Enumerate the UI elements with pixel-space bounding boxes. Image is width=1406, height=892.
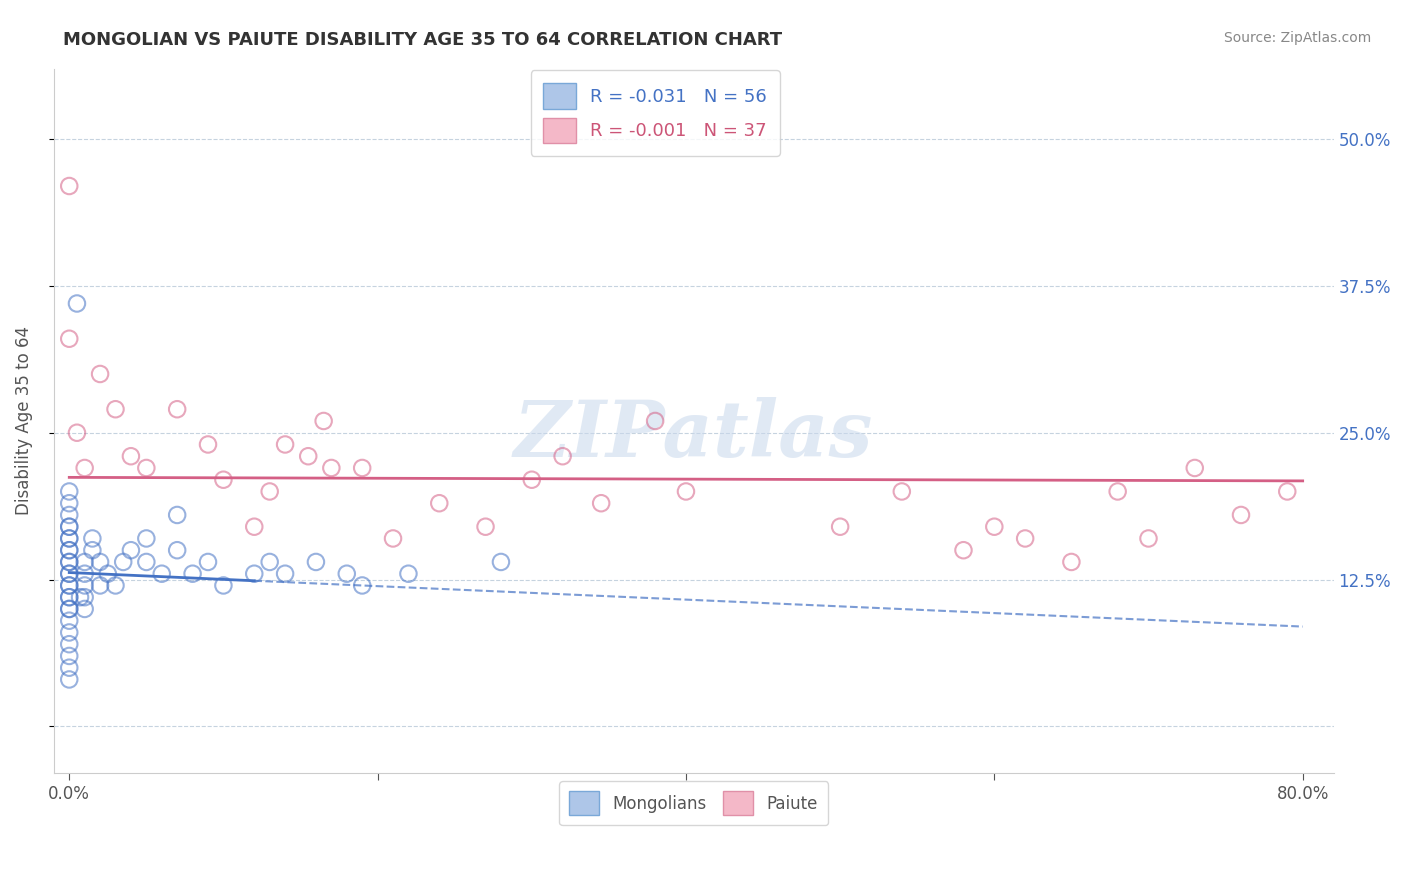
Point xyxy=(58,496,80,510)
Point xyxy=(58,591,80,605)
Point xyxy=(274,437,297,451)
Point xyxy=(58,543,80,558)
Point xyxy=(336,566,359,581)
Point xyxy=(243,519,266,533)
Point xyxy=(212,578,235,592)
Point xyxy=(58,591,80,605)
Point xyxy=(89,367,111,381)
Point xyxy=(1184,461,1206,475)
Point xyxy=(58,602,80,616)
Text: Source: ZipAtlas.com: Source: ZipAtlas.com xyxy=(1223,31,1371,45)
Point xyxy=(82,543,104,558)
Point xyxy=(73,578,96,592)
Point xyxy=(69,591,91,605)
Point xyxy=(297,449,319,463)
Point xyxy=(259,555,281,569)
Point xyxy=(58,578,80,592)
Point xyxy=(58,637,80,651)
Point xyxy=(197,437,219,451)
Point xyxy=(1230,508,1253,522)
Point xyxy=(73,591,96,605)
Point xyxy=(1107,484,1129,499)
Point xyxy=(58,566,80,581)
Point xyxy=(983,519,1005,533)
Point xyxy=(1277,484,1299,499)
Point xyxy=(89,555,111,569)
Point xyxy=(73,602,96,616)
Point xyxy=(58,543,80,558)
Legend: Mongolians, Paiute: Mongolians, Paiute xyxy=(560,781,828,825)
Point xyxy=(97,566,120,581)
Point xyxy=(58,578,80,592)
Point xyxy=(312,414,335,428)
Point xyxy=(120,543,142,558)
Point xyxy=(166,543,188,558)
Point xyxy=(305,555,328,569)
Point xyxy=(58,555,80,569)
Point xyxy=(120,449,142,463)
Point xyxy=(243,566,266,581)
Point xyxy=(58,332,80,346)
Point xyxy=(520,473,543,487)
Point xyxy=(197,555,219,569)
Point xyxy=(58,625,80,640)
Point xyxy=(591,496,613,510)
Point xyxy=(58,532,80,546)
Text: ZIPatlas: ZIPatlas xyxy=(515,397,873,474)
Point xyxy=(135,461,157,475)
Point xyxy=(58,661,80,675)
Point xyxy=(89,578,111,592)
Point xyxy=(181,566,204,581)
Point xyxy=(352,461,374,475)
Point xyxy=(644,414,666,428)
Point xyxy=(58,648,80,663)
Point xyxy=(274,566,297,581)
Point xyxy=(58,519,80,533)
Point xyxy=(259,484,281,499)
Point xyxy=(104,578,127,592)
Point xyxy=(474,519,496,533)
Point xyxy=(58,673,80,687)
Point xyxy=(66,296,89,310)
Point xyxy=(135,532,157,546)
Point xyxy=(890,484,912,499)
Point xyxy=(551,449,574,463)
Point xyxy=(1060,555,1083,569)
Point xyxy=(104,402,127,417)
Point xyxy=(73,555,96,569)
Point xyxy=(166,508,188,522)
Point xyxy=(150,566,173,581)
Point xyxy=(398,566,420,581)
Point xyxy=(58,179,80,194)
Point xyxy=(1137,532,1160,546)
Point xyxy=(675,484,697,499)
Point xyxy=(382,532,405,546)
Point xyxy=(58,532,80,546)
Point xyxy=(58,602,80,616)
Point xyxy=(82,532,104,546)
Point xyxy=(58,484,80,499)
Point xyxy=(58,555,80,569)
Point xyxy=(830,519,852,533)
Point xyxy=(58,614,80,628)
Text: MONGOLIAN VS PAIUTE DISABILITY AGE 35 TO 64 CORRELATION CHART: MONGOLIAN VS PAIUTE DISABILITY AGE 35 TO… xyxy=(63,31,782,49)
Point xyxy=(952,543,974,558)
Point xyxy=(427,496,450,510)
Point xyxy=(352,578,374,592)
Point xyxy=(66,425,89,440)
Point xyxy=(73,566,96,581)
Point xyxy=(1014,532,1036,546)
Point xyxy=(58,519,80,533)
Point xyxy=(489,555,512,569)
Point xyxy=(112,555,135,569)
Point xyxy=(321,461,343,475)
Point xyxy=(135,555,157,569)
Point xyxy=(58,566,80,581)
Point xyxy=(58,508,80,522)
Y-axis label: Disability Age 35 to 64: Disability Age 35 to 64 xyxy=(15,326,32,516)
Point xyxy=(73,461,96,475)
Point xyxy=(166,402,188,417)
Point xyxy=(212,473,235,487)
